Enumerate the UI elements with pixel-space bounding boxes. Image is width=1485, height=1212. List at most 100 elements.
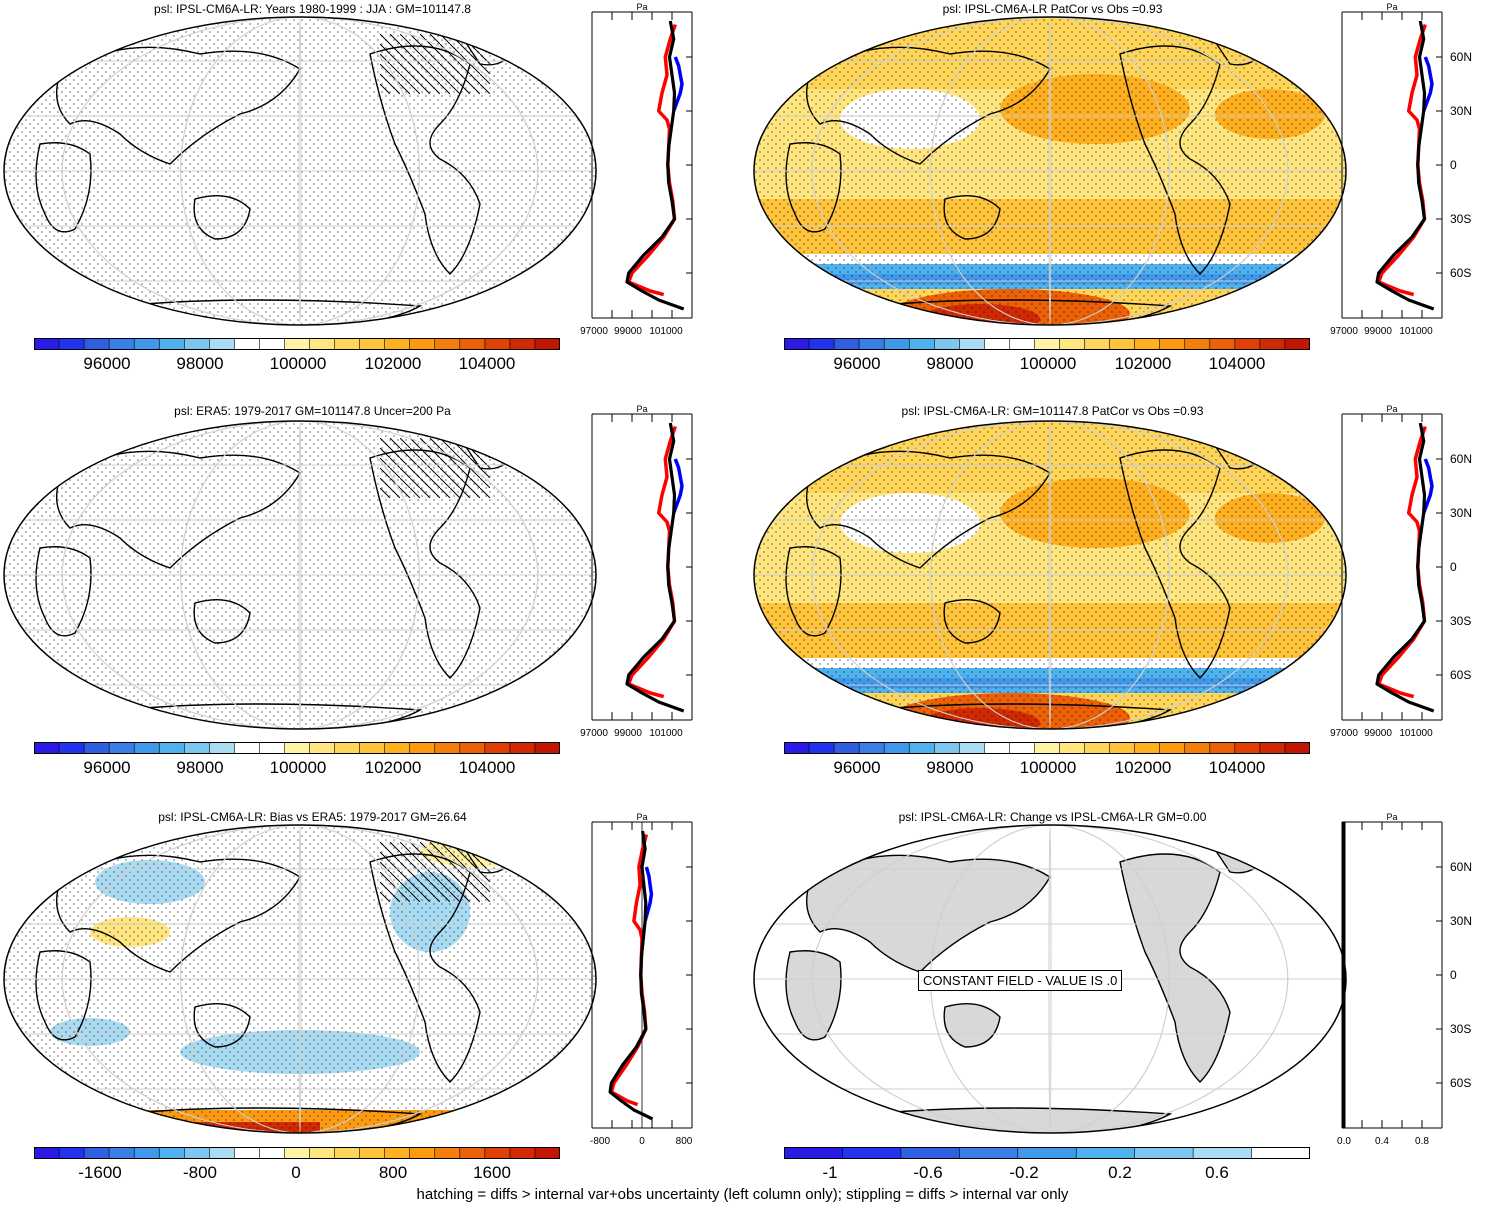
colorbar-swatch (984, 742, 1011, 754)
colorbar-swatch (209, 742, 236, 754)
colorbar-swatch (209, 1147, 236, 1159)
colorbar-swatch (1009, 742, 1036, 754)
profile-unit: Pa (1386, 404, 1397, 414)
profile-x-label: -800 (590, 1136, 610, 1147)
colorbar-swatch (183, 1147, 211, 1159)
map-border (753, 824, 1347, 1134)
colorbar-swatch (933, 742, 961, 754)
profile-x-label: 99000 (1364, 326, 1392, 337)
profile-x-label: 800 (676, 1136, 693, 1147)
colorbar-swatch (1234, 742, 1261, 754)
map-panel5 (3, 824, 597, 1134)
graticule-lon (180, 17, 420, 325)
map-border (3, 16, 597, 326)
colorbar-swatch (1034, 338, 1061, 350)
profile-x-label: 0.0 (1337, 1136, 1351, 1147)
colorbar-swatch (284, 1147, 311, 1159)
graticule-lon (61, 825, 539, 1133)
colorbar-swatch (1184, 338, 1211, 350)
colorbar-frame (34, 742, 560, 754)
profile-unit: Pa (636, 404, 647, 414)
cb6-tick: 0.6 (1205, 1163, 1229, 1182)
profile-x-label: 0.4 (1375, 1136, 1389, 1147)
colorbar-swatch (259, 1147, 286, 1159)
colorbar-swatch (1192, 1147, 1253, 1159)
profile-lat-label: 60N (1450, 50, 1472, 64)
graticule-lon (180, 825, 420, 1133)
graticule-lon (811, 825, 1289, 1133)
profile-lat-label: 0 (1450, 158, 1457, 172)
colorbar-swatch (259, 338, 286, 350)
hatching (380, 438, 490, 498)
footer-note: hatching = diffs > internal var+obs unce… (416, 1186, 1069, 1203)
colorbar-swatch (1159, 338, 1186, 350)
cb6-tick: 0.2 (1108, 1163, 1132, 1182)
cb1-tick: 98000 (176, 354, 224, 373)
profile-panel4: Pa 60N 30N 0 30S 60S 97000 99000 101000 (1330, 404, 1472, 739)
colorbar-swatch (534, 338, 560, 350)
colorbar-swatch (484, 338, 511, 350)
colorbar-swatch (58, 1147, 85, 1159)
graticule-lon (811, 421, 1289, 729)
cb1-tick: 96000 (83, 354, 131, 373)
profile-unit: Pa (636, 2, 647, 12)
graticule-lon (930, 17, 1170, 325)
colorbar-swatch (1184, 742, 1211, 754)
profile-series-obs_b (1422, 56, 1434, 112)
profile-x-label: 97000 (580, 326, 608, 337)
colorbar-swatch (1059, 742, 1086, 754)
colorbar-swatch (833, 338, 860, 350)
map-border (753, 16, 1347, 326)
profile-lat-label: 30S (1450, 212, 1471, 226)
colorbar-swatch (1209, 338, 1236, 350)
colorbar-frame (34, 1147, 560, 1159)
colorbar-swatch (1009, 338, 1036, 350)
graticule-lon (298, 421, 302, 729)
colorbar-swatch (858, 338, 885, 350)
colorbar-swatch (234, 338, 261, 350)
colorbar-swatch (1134, 1147, 1194, 1159)
profile-x-label: 101000 (649, 326, 683, 337)
colorbar-swatch (434, 742, 461, 754)
colorbar-swatch (334, 1147, 361, 1159)
colorbar-swatch (133, 338, 161, 350)
cb3-tick: 104000 (458, 758, 516, 777)
profile-unit: Pa (1386, 2, 1397, 12)
land-outline (867, 1107, 1173, 1133)
profile-series-obs_b (643, 866, 654, 922)
colorbar-swatch (858, 742, 885, 754)
colorbar-swatch (1017, 1147, 1078, 1159)
colorbar-swatch (334, 742, 361, 754)
profile-lat-label: 60N (1450, 452, 1472, 466)
profile-series-model (1375, 20, 1435, 311)
colorbar-swatch (459, 338, 486, 350)
colorbar-swatch (158, 338, 186, 350)
colorbar-swatch (309, 742, 336, 754)
colorbar-swatch (58, 338, 85, 350)
colorbar-swatch (108, 1147, 135, 1159)
colorbar-swatch (384, 1147, 411, 1159)
map-border (3, 824, 597, 1134)
colorbar-swatch (1284, 338, 1310, 350)
graticule-lon (61, 421, 539, 729)
colorbar-swatch (183, 338, 211, 350)
cb5-tick: 1600 (473, 1163, 511, 1182)
colorbar-swatch (459, 1147, 486, 1159)
graticule-lon (1048, 421, 1052, 729)
colorbar-swatch (183, 742, 211, 754)
colorbar-swatch (908, 338, 936, 350)
map-panel6 (753, 824, 1347, 1134)
colorbar-swatch (434, 1147, 461, 1159)
colorbar-swatch (309, 1147, 336, 1159)
constant-field-note: CONSTANT FIELD - VALUE IS .0 (918, 970, 1123, 991)
map-panel1 (3, 16, 597, 326)
colorbar-panel5 (34, 1147, 560, 1159)
profile-lat-label: 30N (1450, 104, 1472, 118)
graticule-lon (298, 17, 302, 325)
profile-unit: Pa (636, 812, 647, 822)
cb2-tick: 104000 (1208, 354, 1266, 373)
profile-series-model (1375, 422, 1435, 713)
cb3-tick: 100000 (269, 758, 327, 777)
colorbar-panel2 (784, 338, 1310, 350)
profile-x-label: 97000 (580, 728, 608, 739)
